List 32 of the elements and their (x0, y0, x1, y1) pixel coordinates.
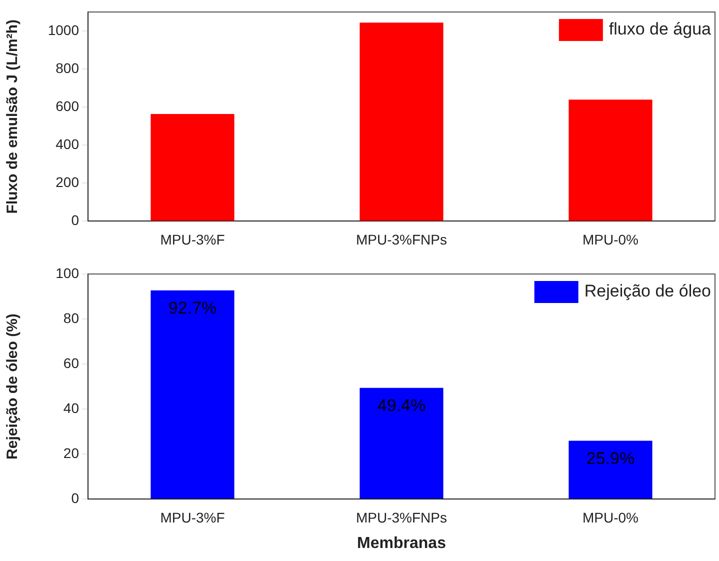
legend-label: Rejeição de óleo (584, 282, 712, 301)
y-tick-label: 60 (63, 354, 80, 371)
x-tick-label: MPU-0% (582, 509, 639, 526)
bar (360, 388, 444, 498)
y-axis-title: Rejeição de óleo (%) (4, 314, 22, 460)
y-tick-label: 600 (56, 98, 80, 114)
bar (150, 114, 234, 221)
y-tick-label: 0 (71, 212, 80, 228)
y-axis-title: Fluxo de emulsão J (L/m²h) (4, 20, 22, 214)
y-tick-label: 1000 (48, 22, 80, 38)
legend-label: fluxo de água (608, 20, 712, 39)
y-tick-label: 40 (63, 400, 80, 416)
bar (568, 440, 652, 498)
data-label: 25.9% (586, 448, 635, 468)
x-tick-label: MPU-3%FNPs (356, 509, 448, 526)
data-label: 49.4% (377, 396, 426, 416)
y-tick-label: 800 (56, 60, 80, 76)
bar (360, 22, 444, 221)
y-tick-label: 400 (56, 136, 80, 152)
x-axis-title: Membranas (357, 534, 446, 552)
x-tick-label: MPU-3%F (160, 231, 225, 248)
x-tick-label: MPU-3%F (160, 509, 225, 526)
y-tick-label: 80 (63, 310, 80, 326)
bar (568, 100, 652, 221)
bar (150, 290, 234, 498)
y-tick-label: 200 (56, 174, 80, 190)
y-tick-label: 20 (63, 444, 80, 461)
y-tick-label: 100 (56, 264, 80, 281)
data-label: 92.7% (168, 298, 217, 318)
y-tick-label: 0 (71, 490, 80, 506)
x-tick-label: MPU-0% (582, 231, 639, 248)
x-tick-label: MPU-3%FNPs (356, 231, 448, 248)
